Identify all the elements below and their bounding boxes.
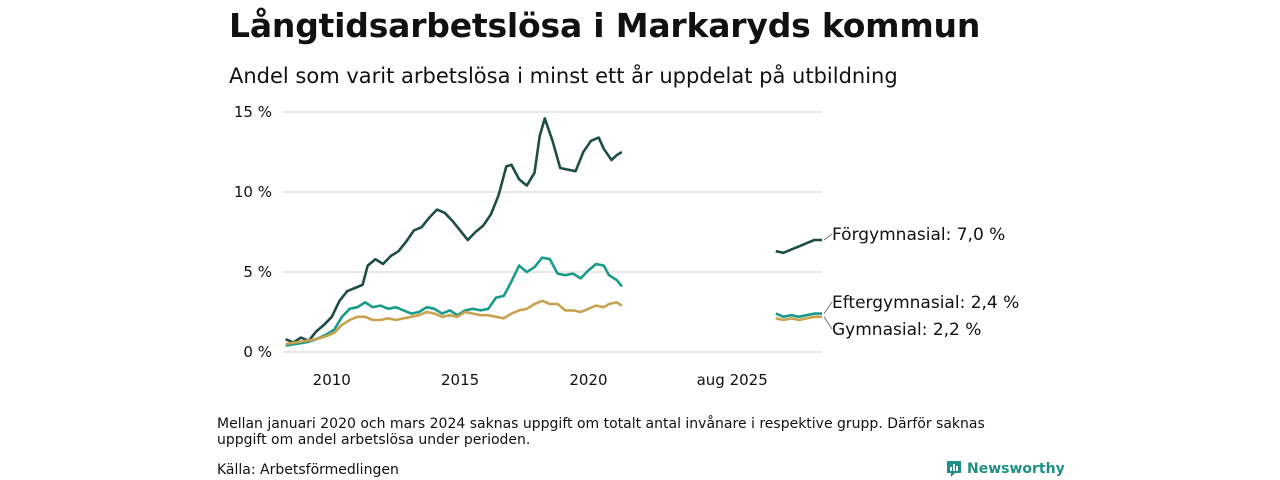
- series-line-förgymnasial-1: [775, 238, 822, 255]
- series-line-förgymnasial-0: [285, 117, 623, 344]
- chart-subtitle: Andel som varit arbetslösa i minst ett å…: [229, 64, 898, 88]
- y-tick-label: 5 %: [243, 263, 272, 281]
- series-line-eftergymnasial-0: [285, 256, 623, 347]
- series-label-förgymnasial: Förgymnasial: 7,0 %: [832, 225, 1005, 245]
- label-connector: [823, 233, 833, 241]
- label-connector: [823, 316, 833, 330]
- line-chart: 0 % 5 % 10 % 15 % 2010 2015 2020 aug 2025 Förg…: [234, 103, 1019, 389]
- y-tick-label: 10 %: [234, 183, 272, 201]
- series-label-eftergymnasial: Eftergymnasial: 2,4 %: [832, 293, 1019, 313]
- series-line-gymnasial-0: [285, 299, 623, 346]
- brand-name: Newsworthy: [967, 461, 1065, 477]
- x-tick-label: 2020: [569, 371, 607, 389]
- gridlines: [283, 111, 822, 353]
- x-tick-label: 2010: [313, 371, 351, 389]
- newsworthy-logo-icon: [947, 461, 961, 477]
- brand[interactable]: Newsworthy: [946, 459, 1065, 479]
- x-tick-label: aug 2025: [697, 371, 768, 389]
- y-tick-label: 0 %: [243, 343, 272, 361]
- chart-title: Långtidsarbetslösa i Markaryds kommun: [229, 6, 981, 45]
- x-axis-ticks: 2010 2015 2020 aug 2025: [313, 371, 768, 389]
- y-tick-label: 15 %: [234, 103, 272, 121]
- y-axis-ticks: 0 % 5 % 10 % 15 %: [234, 103, 272, 361]
- x-tick-label: 2015: [441, 371, 479, 389]
- label-connector: [823, 301, 833, 314]
- series-label-gymnasial: Gymnasial: 2,2 %: [832, 320, 981, 340]
- series-lines: [285, 117, 822, 347]
- series-line-eftergymnasial-1: [775, 312, 822, 319]
- series-line-gymnasial-1: [775, 315, 822, 322]
- source-text: Källa: Arbetsförmedlingen: [217, 462, 399, 478]
- footnote: Mellan januari 2020 och mars 2024 saknas…: [217, 416, 985, 448]
- series-labels: Förgymnasial: 7,0 % Eftergymnasial: 2,4 %…: [823, 225, 1019, 340]
